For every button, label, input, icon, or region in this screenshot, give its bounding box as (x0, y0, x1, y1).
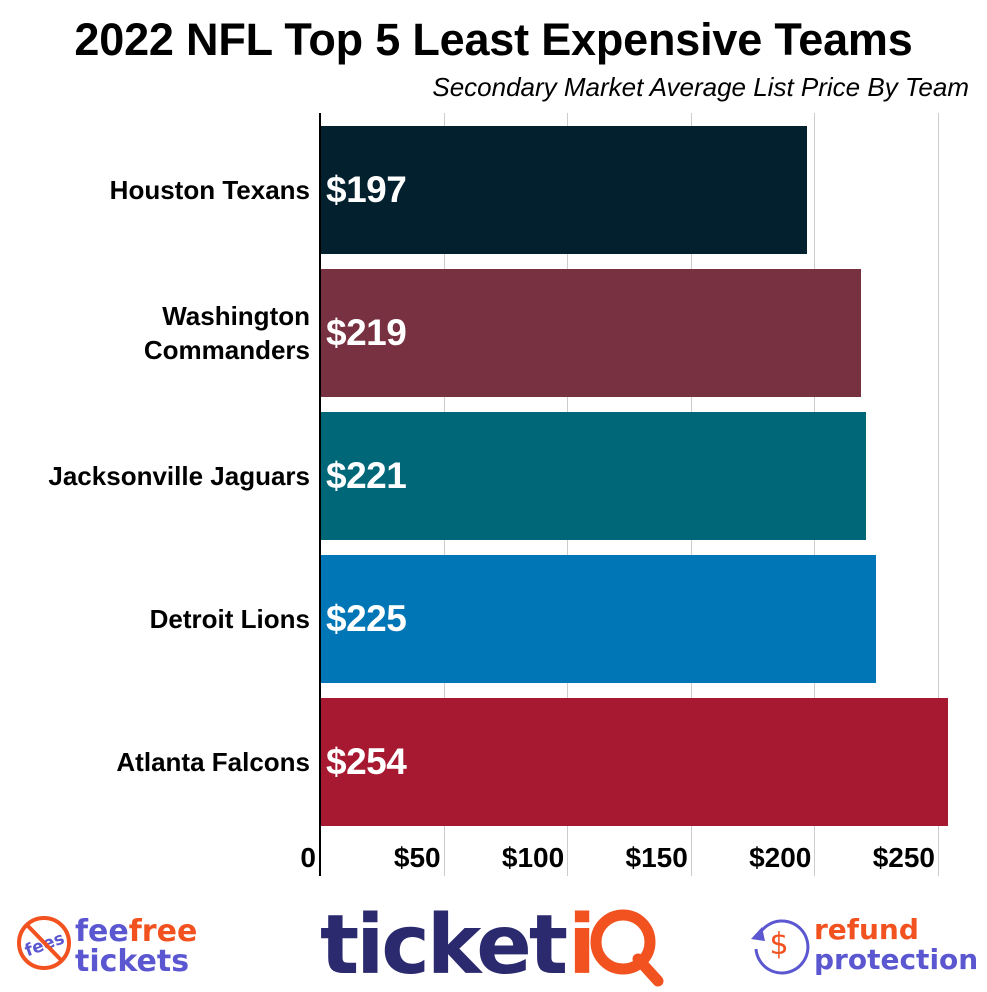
bar-value-label: $219 (326, 312, 407, 353)
x-tick-label: $250 (872, 842, 935, 873)
chart-subtitle: Secondary Market Average List Price By T… (432, 72, 969, 102)
refund-protection-logo: $ refund protection (748, 911, 983, 980)
x-tick-label: $50 (393, 842, 441, 873)
x-tick-label: $150 (625, 842, 688, 873)
category-label: Washington Commanders (0, 299, 310, 367)
bar: $221 (321, 412, 867, 540)
y-axis-line (319, 113, 321, 876)
svg-text:protection: protection (814, 943, 978, 975)
svg-text:tickets: tickets (75, 944, 189, 975)
svg-text:$: $ (769, 927, 788, 962)
category-label-line: Jacksonville Jaguars (48, 461, 310, 491)
category-label: Detroit Lions (0, 602, 310, 636)
x-tick-label: $200 (749, 842, 812, 873)
svg-text:feefree: feefree (75, 914, 197, 949)
bar-value-label: $221 (326, 455, 407, 496)
feefree-tickets-logo: fees feefree tickets (12, 911, 212, 979)
footer-logos: fees feefree tickets ticket i $ refund (0, 895, 987, 992)
category-label: Atlanta Falcons (0, 745, 310, 779)
bar: $254 (321, 698, 948, 826)
category-label-line: Houston Texans (109, 175, 310, 205)
x-tick-label: 0 (300, 842, 316, 873)
category-label-line: Washington (162, 301, 310, 331)
category-label-line: Commanders (143, 335, 310, 365)
gridline (938, 113, 939, 876)
bar-value-label: $254 (326, 741, 407, 782)
ticketiq-logo: ticket i (320, 895, 670, 992)
chart-title: 2022 NFL Top 5 Least Expensive Teams (74, 14, 913, 65)
no-fees-icon: fees feefree tickets (17, 914, 197, 979)
bar: $225 (321, 555, 877, 683)
bar-value-label: $197 (326, 169, 407, 210)
category-label: Houston Texans (0, 173, 310, 207)
category-label: Jacksonville Jaguars (0, 459, 310, 493)
category-label-line: Detroit Lions (149, 604, 310, 634)
category-label-line: Atlanta Falcons (116, 747, 310, 777)
x-tick-label: $100 (501, 842, 565, 873)
bar: $219 (321, 269, 862, 397)
refund-arrow-icon: $ (751, 919, 810, 975)
svg-text:ticket: ticket (320, 898, 567, 987)
magnifier-icon (590, 909, 656, 975)
bar-value-label: $225 (326, 598, 407, 639)
bar: $197 (321, 126, 807, 254)
svg-text:refund: refund (814, 913, 919, 946)
